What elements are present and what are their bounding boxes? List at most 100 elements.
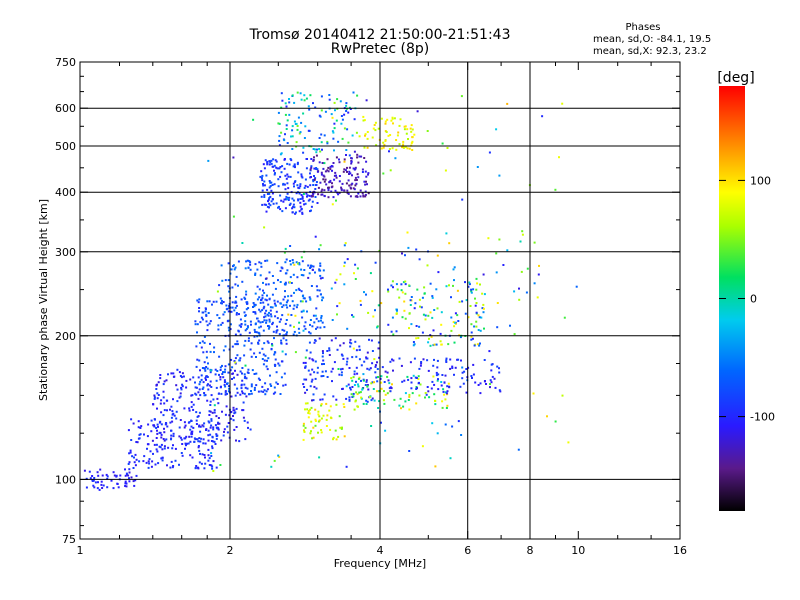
data-point [304, 402, 307, 405]
data-point [370, 382, 373, 385]
data-point [561, 394, 564, 397]
data-point [495, 252, 498, 255]
data-point [214, 373, 217, 376]
data-point [414, 302, 417, 305]
data-point [170, 460, 173, 463]
data-point [215, 426, 218, 429]
data-point [245, 327, 248, 330]
data-point [290, 294, 293, 297]
data-point [470, 323, 473, 326]
data-point [495, 271, 498, 274]
data-point [308, 272, 311, 275]
data-point [101, 487, 104, 489]
data-point [275, 202, 278, 205]
data-point [343, 244, 346, 247]
data-point [375, 376, 378, 379]
data-point [353, 408, 356, 411]
data-point [366, 367, 369, 370]
data-point [318, 114, 321, 117]
data-point [241, 409, 244, 412]
data-point [302, 200, 305, 202]
data-point [387, 379, 390, 382]
data-point [153, 396, 156, 399]
data-point [203, 361, 206, 364]
data-point [359, 195, 362, 198]
data-point [241, 367, 244, 369]
data-point [280, 341, 283, 344]
data-point [138, 433, 141, 436]
data-point [261, 385, 264, 388]
data-point [152, 452, 154, 455]
data-point [153, 425, 156, 428]
data-point [354, 176, 357, 179]
data-point [333, 178, 336, 181]
data-point [318, 137, 321, 139]
data-point [198, 298, 201, 301]
data-point [187, 442, 190, 445]
data-point [279, 153, 282, 156]
data-point [320, 431, 323, 434]
data-point [209, 342, 211, 345]
data-point [194, 323, 197, 326]
data-point [404, 317, 407, 320]
colorbar-tick-label: 0 [750, 293, 757, 306]
data-point [298, 331, 301, 334]
data-point [445, 359, 448, 362]
data-point [193, 440, 196, 443]
data-point [323, 175, 326, 178]
data-point [250, 385, 253, 388]
data-point [461, 366, 464, 369]
data-point [216, 290, 219, 293]
data-point [217, 422, 220, 425]
data-point [284, 102, 287, 105]
data-point [448, 242, 451, 245]
data-point [363, 360, 366, 363]
data-point [475, 320, 478, 323]
data-point [273, 302, 276, 305]
data-point [330, 165, 333, 167]
data-point [300, 194, 303, 196]
data-point [390, 284, 393, 287]
data-point [244, 329, 247, 332]
data-point [197, 445, 200, 447]
data-point [526, 267, 529, 270]
data-point [156, 450, 159, 453]
data-point [297, 287, 300, 290]
data-point [209, 380, 212, 383]
data-point [433, 343, 436, 346]
data-point [244, 314, 247, 317]
data-point [475, 288, 478, 291]
data-point [333, 174, 336, 177]
data-point [214, 443, 217, 445]
data-point [334, 281, 337, 284]
data-point [365, 356, 368, 359]
data-point [303, 186, 306, 189]
data-point [356, 173, 359, 176]
data-point [302, 361, 305, 364]
data-point [445, 361, 448, 363]
data-point [276, 262, 279, 265]
data-point [235, 312, 238, 314]
data-point [128, 461, 131, 464]
data-point [331, 130, 334, 133]
data-point [409, 361, 412, 364]
data-point [223, 428, 226, 431]
data-point [460, 359, 462, 362]
data-point [198, 307, 201, 309]
data-point [92, 479, 95, 482]
data-point [282, 182, 285, 185]
data-point [209, 371, 212, 374]
data-point [470, 375, 473, 377]
data-point [327, 166, 330, 169]
data-point [128, 480, 131, 483]
data-point [259, 274, 262, 277]
data-point [270, 315, 273, 318]
data-point [424, 314, 427, 317]
data-point [374, 129, 377, 132]
data-point [251, 369, 254, 372]
data-point [402, 405, 405, 408]
data-point [343, 265, 346, 268]
data-point [234, 301, 237, 304]
data-point [408, 284, 411, 287]
data-point [305, 97, 308, 100]
